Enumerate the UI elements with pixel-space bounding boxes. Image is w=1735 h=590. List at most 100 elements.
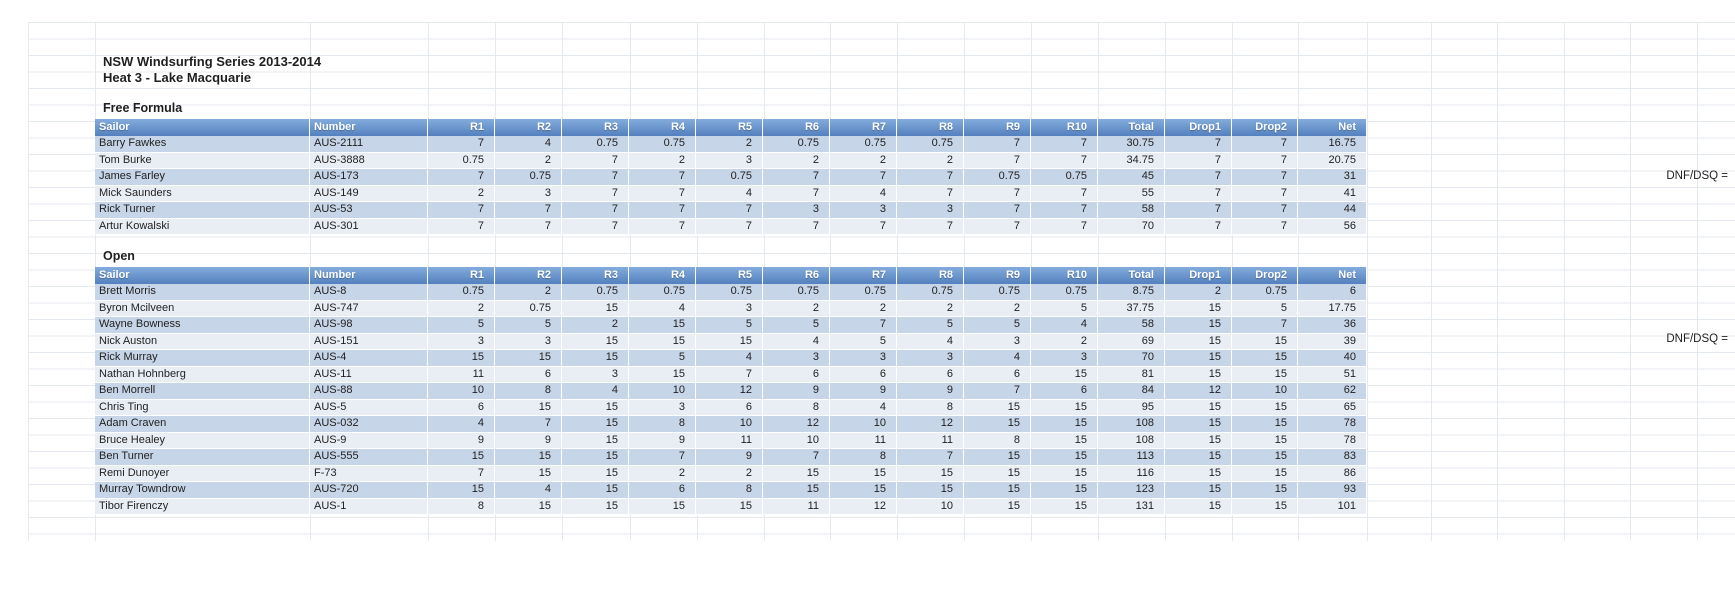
table-cell[interactable]: 10	[897, 498, 964, 514]
table-cell[interactable]: 0.75	[428, 152, 495, 168]
table-cell[interactable]: 9	[495, 432, 562, 448]
table-cell[interactable]: 7	[562, 202, 629, 218]
table-cell[interactable]: 15	[495, 449, 562, 465]
table-cell[interactable]: 0.75	[629, 136, 696, 152]
table-cell[interactable]: 15	[1232, 350, 1298, 366]
table-cell[interactable]: 15	[1165, 498, 1232, 514]
table-cell[interactable]: 7	[1232, 185, 1298, 201]
table-cell[interactable]: 15	[1031, 498, 1098, 514]
table-cell[interactable]: 2	[629, 465, 696, 481]
table-cell[interactable]: 15	[1165, 465, 1232, 481]
table-cell[interactable]: AUS-3888	[310, 152, 428, 168]
table-cell[interactable]: 36	[1298, 317, 1367, 333]
table-cell[interactable]: Byron Mcilveen	[95, 300, 310, 316]
table-cell[interactable]: 11	[696, 432, 763, 448]
column-header[interactable]: R10	[1031, 119, 1098, 136]
table-cell[interactable]: 10	[629, 383, 696, 399]
table-cell[interactable]: Bruce Healey	[95, 432, 310, 448]
table-cell[interactable]: 0.75	[495, 169, 562, 185]
table-cell[interactable]: 15	[1031, 482, 1098, 498]
table-cell[interactable]: 11	[897, 432, 964, 448]
table-cell[interactable]: 2	[696, 465, 763, 481]
table-cell[interactable]: 3	[428, 333, 495, 349]
table-cell[interactable]: 15	[629, 317, 696, 333]
table-cell[interactable]: 15	[495, 350, 562, 366]
column-header[interactable]: R9	[964, 119, 1031, 136]
column-header[interactable]: R4	[629, 119, 696, 136]
table-cell[interactable]: 15	[562, 300, 629, 316]
table-cell[interactable]: 56	[1298, 218, 1367, 234]
column-header[interactable]: R1	[428, 267, 495, 284]
table-cell[interactable]: 8	[629, 416, 696, 432]
table-cell[interactable]: 0.75	[562, 136, 629, 152]
table-cell[interactable]: 8	[763, 399, 830, 415]
table-cell[interactable]: 7	[696, 218, 763, 234]
table-cell[interactable]: 15	[428, 449, 495, 465]
column-header[interactable]: R8	[897, 119, 964, 136]
table-cell[interactable]: 12	[763, 416, 830, 432]
table-cell[interactable]: 7	[1165, 136, 1232, 152]
table-cell[interactable]: Rick Murray	[95, 350, 310, 366]
table-cell[interactable]: 108	[1098, 416, 1165, 432]
column-header[interactable]: Number	[310, 267, 428, 284]
table-cell[interactable]: 131	[1098, 498, 1165, 514]
table-cell[interactable]: Chris Ting	[95, 399, 310, 415]
table-cell[interactable]: 11	[830, 432, 897, 448]
table-cell[interactable]: 7	[562, 218, 629, 234]
table-cell[interactable]: 7	[562, 152, 629, 168]
table-cell[interactable]: 15	[1232, 333, 1298, 349]
table-cell[interactable]: 15	[964, 498, 1031, 514]
table-cell[interactable]: 4	[629, 300, 696, 316]
table-cell[interactable]: 116	[1098, 465, 1165, 481]
table-cell[interactable]: 15	[495, 465, 562, 481]
column-header[interactable]: R5	[696, 267, 763, 284]
table-cell[interactable]: 3	[1031, 350, 1098, 366]
table-cell[interactable]: 9	[897, 383, 964, 399]
table-cell[interactable]: Ben Morrell	[95, 383, 310, 399]
table-cell[interactable]: 2	[830, 300, 897, 316]
table-cell[interactable]: AUS-4	[310, 350, 428, 366]
table-cell[interactable]: 11	[763, 498, 830, 514]
table-cell[interactable]: 15	[1165, 482, 1232, 498]
table-cell[interactable]: 0.75	[964, 169, 1031, 185]
table-cell[interactable]: 7	[964, 185, 1031, 201]
table-cell[interactable]: Adam Craven	[95, 416, 310, 432]
table-cell[interactable]: 15	[562, 416, 629, 432]
table-cell[interactable]: 15	[964, 399, 1031, 415]
table-cell[interactable]: Murray Towndrow	[95, 482, 310, 498]
table-cell[interactable]: 7	[964, 136, 1031, 152]
table-cell[interactable]: 7	[763, 218, 830, 234]
table-cell[interactable]: AUS-88	[310, 383, 428, 399]
table-cell[interactable]: 15	[562, 333, 629, 349]
table-cell[interactable]: 5	[964, 317, 1031, 333]
table-cell[interactable]: 15	[1232, 399, 1298, 415]
table-cell[interactable]: AUS-8	[310, 284, 428, 300]
table-cell[interactable]: 2	[562, 317, 629, 333]
table-cell[interactable]: 2	[897, 300, 964, 316]
table-cell[interactable]: AUS-720	[310, 482, 428, 498]
table-cell[interactable]: 44	[1298, 202, 1367, 218]
table-cell[interactable]: 3	[696, 300, 763, 316]
table-cell[interactable]: 8	[964, 432, 1031, 448]
column-header[interactable]: R6	[763, 267, 830, 284]
table-cell[interactable]: 3	[562, 366, 629, 382]
table-cell[interactable]: Artur Kowalski	[95, 218, 310, 234]
table-cell[interactable]: 7	[428, 202, 495, 218]
table-cell[interactable]: 15	[428, 350, 495, 366]
table-cell[interactable]: 20.75	[1298, 152, 1367, 168]
table-cell[interactable]: 0.75	[897, 284, 964, 300]
table-cell[interactable]: 70	[1098, 218, 1165, 234]
table-cell[interactable]: 4	[428, 416, 495, 432]
column-header[interactable]: R2	[495, 119, 562, 136]
table-cell[interactable]: 0.75	[1031, 284, 1098, 300]
table-cell[interactable]: 12	[1165, 383, 1232, 399]
table-cell[interactable]: 7	[1232, 136, 1298, 152]
column-header[interactable]: Drop1	[1165, 119, 1232, 136]
table-cell[interactable]: 7	[495, 218, 562, 234]
table-cell[interactable]: 7	[830, 317, 897, 333]
table-cell[interactable]: 3	[495, 333, 562, 349]
table-cell[interactable]: 2	[495, 284, 562, 300]
table-cell[interactable]: 15	[1232, 498, 1298, 514]
table-cell[interactable]: 81	[1098, 366, 1165, 382]
table-cell[interactable]: 15	[1165, 432, 1232, 448]
